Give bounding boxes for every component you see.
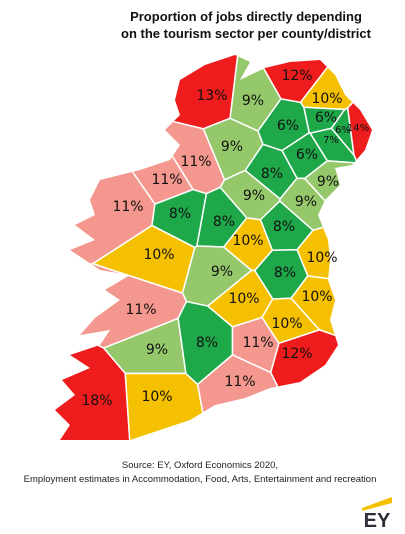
region-label: 8% [196, 335, 218, 351]
region-label: 8% [274, 265, 296, 281]
region-label: 8% [261, 166, 283, 182]
county [346, 60, 372, 183]
region-label: 6% [315, 110, 337, 126]
region-label: 12% [281, 346, 312, 362]
title-line: on the tourism sector per county/distric… [121, 26, 372, 41]
region-label: 11% [112, 199, 143, 215]
region-label: 10% [306, 250, 337, 266]
region-label: 12% [281, 68, 312, 84]
source-line: Employment estimates in Accommodation, F… [24, 474, 377, 485]
region-label: 14% [347, 123, 369, 134]
region-label: 9% [146, 342, 168, 358]
region-label: 9% [221, 139, 243, 155]
region-label: 9% [242, 93, 264, 109]
region-label: 9% [243, 188, 265, 204]
region-label: 8% [169, 206, 191, 222]
region-label: 11% [224, 374, 255, 390]
region-label: 7% [323, 135, 339, 146]
region-label: 10% [228, 291, 259, 307]
region-label: 10% [301, 289, 332, 305]
region-label: 10% [271, 316, 302, 332]
region-label: 10% [141, 389, 172, 405]
region-label: 6% [335, 125, 351, 136]
county [124, 372, 211, 440]
logo: EY [364, 510, 391, 532]
region-label: 13% [196, 88, 227, 104]
region-label: 9% [317, 174, 339, 190]
region-label: 10% [232, 233, 263, 249]
region-label: 11% [125, 302, 156, 318]
logo-bar [362, 497, 392, 511]
region-label: 10% [311, 91, 342, 107]
title-line: Proportion of jobs directly depending [130, 9, 362, 24]
labels: 13%12%10%9%6% 6%6%14%7%9% 6%11%11% 8% 9%11% 8… [81, 68, 369, 409]
region-label: 6% [296, 147, 318, 163]
region-label: 9% [295, 194, 317, 210]
region-label: 11% [151, 172, 182, 188]
source-line: Source: EY, Oxford Economics 2020, [122, 460, 278, 471]
county [55, 55, 240, 130]
region-label: 9% [211, 264, 233, 280]
region-label: 6% [277, 118, 299, 134]
region-label: 10% [143, 247, 174, 263]
region-label: 18% [81, 393, 112, 409]
region-label: 8% [273, 219, 295, 235]
region-label: 8% [213, 214, 235, 230]
region-label: 11% [180, 154, 211, 170]
region-label: 11% [242, 335, 273, 351]
